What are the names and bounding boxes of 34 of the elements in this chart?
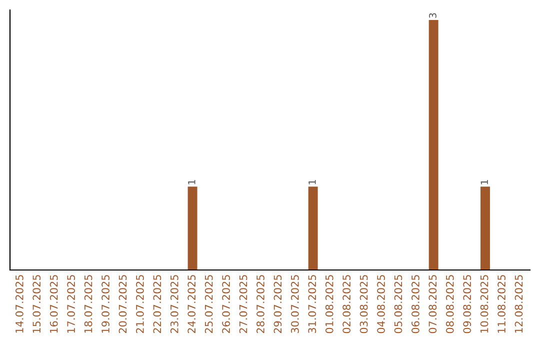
x-tick-label: 02.08.2025	[342, 275, 351, 334]
x-tick-label: 03.08.2025	[360, 275, 368, 334]
x-tick-label: 12.08.2025	[514, 275, 523, 333]
x-tick-label: 23.07.2025	[170, 275, 178, 334]
x-tick-label: 27.07.2025	[239, 275, 248, 334]
x-tick-label: 19.07.2025	[102, 275, 110, 333]
x-tick-label: 06.08.2025	[412, 275, 420, 334]
x-tick-label: 26.07.2025	[222, 275, 230, 334]
x-tick-label: 07.08.2025	[428, 275, 437, 334]
data-label: 1	[188, 180, 196, 184]
x-tick-label: 05.08.2025	[394, 275, 402, 334]
x-tick-label: 14.07.2025	[15, 275, 24, 333]
x-tick-label: 18.07.2025	[84, 275, 92, 333]
x-tick-label: 11.08.2025	[498, 275, 506, 333]
x-tick-label: 29.07.2025	[274, 275, 282, 334]
x-tick-label: 16.07.2025	[50, 275, 58, 333]
x-tick-label: 25.07.2025	[204, 275, 213, 334]
x-tick-label: 09.08.2025	[463, 275, 472, 334]
x-tick-label: 17.07.2025	[67, 275, 76, 333]
x-tick-label: 04.08.2025	[377, 275, 385, 334]
x-tick-label: 28.07.2025	[256, 275, 264, 334]
x-tick-label: 15.07.2025	[32, 275, 41, 333]
x-tick-label: 31.07.2025	[308, 275, 316, 334]
data-label: 1	[480, 180, 488, 184]
x-tick-label: 22.07.2025	[153, 275, 162, 334]
data-label: 1	[308, 180, 316, 184]
x-tick-label: 10.08.2025	[480, 275, 488, 333]
x-tick-label: 30.07.2025	[290, 275, 299, 334]
x-tick-label: 08.08.2025	[446, 275, 454, 334]
x-tick-label: 20.07.2025	[118, 275, 127, 334]
data-label: 3	[429, 13, 436, 18]
x-tick-label: 24.07.2025	[188, 275, 196, 334]
x-tick-label: 01.08.2025	[325, 275, 334, 334]
x-tick-label: 21.07.2025	[136, 275, 144, 334]
